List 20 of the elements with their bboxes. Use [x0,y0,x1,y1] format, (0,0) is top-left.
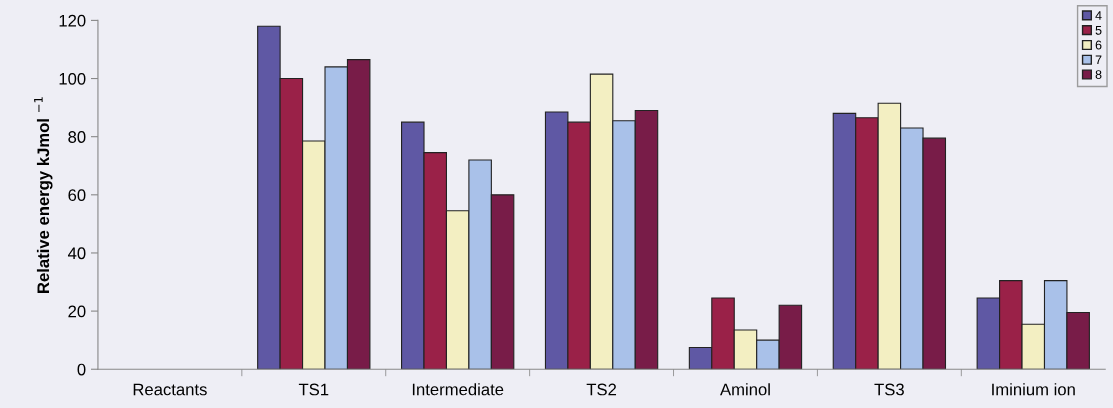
legend-label: 8 [1095,70,1102,80]
x-tick-label: TS3 [874,383,904,396]
y-axis-title: Relative energy kJmol $^{−1}$ [34,97,53,293]
y-tick-label: 20 [68,305,86,318]
x-tick-label: TS2 [586,383,617,396]
legend-label: 4 [1095,11,1102,20]
y-tick-label: 60 [68,189,86,202]
y-tick-label: 120 [59,14,86,27]
y-tick-label: 0 [77,363,86,376]
legend-label: 7 [1095,55,1102,65]
x-tick-label: Reactants [133,383,207,396]
y-tick-label: 100 [59,72,86,85]
x-tick-label: Intermediate [412,383,504,396]
legend-label: 5 [1095,25,1102,35]
y-tick-label: 80 [68,131,86,143]
y-tick-label: 40 [67,247,86,260]
x-tick-label: TS1 [298,383,329,396]
x-tick-label: Iminium ion [992,383,1075,396]
x-tick-label: Aminol [720,383,770,396]
legend-label: 6 [1095,40,1102,50]
